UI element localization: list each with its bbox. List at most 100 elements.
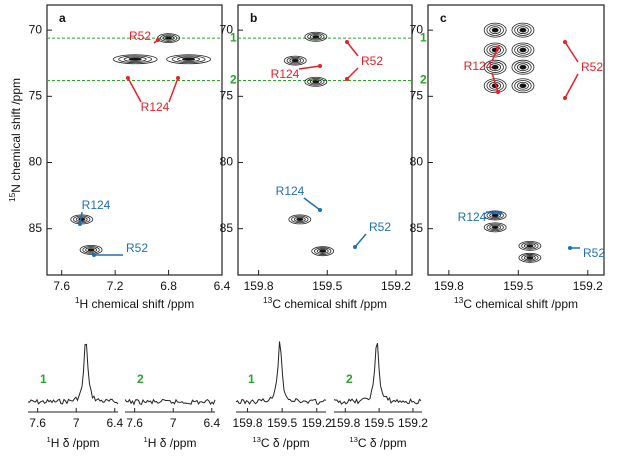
annotation-arrow xyxy=(346,67,359,80)
arrow-head xyxy=(78,222,82,226)
peak xyxy=(112,54,158,65)
axis-title-sup: 15 xyxy=(7,192,17,202)
arrow-head xyxy=(496,90,500,94)
annotation: R52 xyxy=(129,29,151,43)
spectrum-trace xyxy=(124,398,216,406)
arrow-head xyxy=(345,40,349,44)
x-tick-label: 7.2 xyxy=(107,279,124,293)
peak xyxy=(288,214,312,225)
y-tick-label: 75 xyxy=(29,88,43,102)
contour xyxy=(491,27,499,33)
arrow-head xyxy=(92,253,96,257)
annotation: R52 xyxy=(361,54,383,68)
arrow-head xyxy=(156,38,160,42)
peak xyxy=(283,55,307,66)
axis-title: 13C chemical shift /ppm xyxy=(454,295,578,311)
panel-label: a xyxy=(59,11,66,25)
contour xyxy=(312,35,320,39)
contour xyxy=(526,244,534,248)
slice-label: 1 xyxy=(40,372,47,386)
annotation: R124 xyxy=(82,198,111,212)
slice-label: 1 xyxy=(248,372,255,386)
contour xyxy=(314,247,332,255)
contour xyxy=(123,56,147,62)
contour xyxy=(291,215,309,224)
peak xyxy=(157,33,180,43)
x-tick-label: 159.8 xyxy=(244,279,274,293)
axis-title-sup: 13 xyxy=(263,295,273,305)
contour xyxy=(523,243,536,249)
reference-label: 1 xyxy=(230,30,237,44)
annotation: R124 xyxy=(141,100,170,114)
arrow-head xyxy=(345,77,349,81)
contour xyxy=(177,56,201,62)
reference-label: 2 xyxy=(420,73,427,87)
axis-title-sup: 13 xyxy=(252,435,261,444)
contour xyxy=(518,240,542,251)
contour xyxy=(112,54,158,65)
y-tick-label: 85 xyxy=(410,221,424,235)
contour xyxy=(286,56,304,65)
contour xyxy=(166,54,212,65)
annotation-arrow xyxy=(564,73,579,99)
panel-label: b xyxy=(250,11,257,25)
annotation-arrow xyxy=(485,211,501,214)
axis-title-sup: 13 xyxy=(349,435,358,444)
peak xyxy=(304,76,328,87)
contour xyxy=(165,36,173,40)
contour xyxy=(319,249,327,253)
contour xyxy=(514,61,532,73)
contour xyxy=(483,210,507,221)
axis-title-main: C δ /ppm xyxy=(358,436,407,450)
contour xyxy=(519,64,527,70)
contour xyxy=(511,42,535,58)
y-tick-label: 80 xyxy=(29,155,43,169)
contour xyxy=(309,34,322,40)
contour xyxy=(517,63,529,72)
plot-frame xyxy=(427,4,605,276)
contour xyxy=(511,59,535,75)
plot-frame xyxy=(46,4,223,276)
contour xyxy=(486,61,504,73)
peak xyxy=(304,31,328,42)
contour xyxy=(514,44,532,56)
axis-title-sup: 1 xyxy=(75,295,80,305)
x-tick-label: 6.4 xyxy=(106,416,123,430)
annotation: R52 xyxy=(583,246,605,260)
peak xyxy=(518,240,542,251)
peak xyxy=(483,22,507,38)
contour xyxy=(489,63,502,72)
axis-title-main: C chemical shift /ppm xyxy=(272,297,387,311)
peak xyxy=(518,252,542,263)
x-tick-label: 7 xyxy=(170,416,177,430)
axis-title: 1H δ /ppm xyxy=(47,435,100,450)
annotation-arrow xyxy=(491,72,499,93)
contour xyxy=(486,24,504,36)
contour xyxy=(128,57,142,61)
contour xyxy=(82,246,100,254)
contour xyxy=(316,248,329,254)
arrow-head xyxy=(318,208,322,212)
contour xyxy=(87,248,95,252)
x-tick-label: 159.2 xyxy=(302,416,332,430)
y-tick-label: 85 xyxy=(29,221,43,235)
x-tick-label: 7 xyxy=(73,416,80,430)
arrow-head xyxy=(353,245,357,249)
axis-title-sup: 1 xyxy=(47,435,51,444)
annotation-arrow xyxy=(168,77,179,103)
arrow-head xyxy=(498,211,502,215)
contour xyxy=(296,217,304,222)
peak xyxy=(483,210,507,221)
contour xyxy=(519,27,527,33)
contour xyxy=(523,255,536,261)
axis-title: 1H chemical shift /ppm xyxy=(75,295,194,311)
contour xyxy=(78,217,86,222)
x-tick-label: 6.4 xyxy=(203,416,220,430)
axis-title: 15N chemical shift /ppm xyxy=(7,78,23,202)
axis-title-main: N chemical shift /ppm xyxy=(9,78,23,193)
contour xyxy=(521,254,539,262)
contour xyxy=(486,223,504,232)
x-tick-label: 159.5 xyxy=(312,279,342,293)
x-tick-label: 159.8 xyxy=(233,416,263,430)
